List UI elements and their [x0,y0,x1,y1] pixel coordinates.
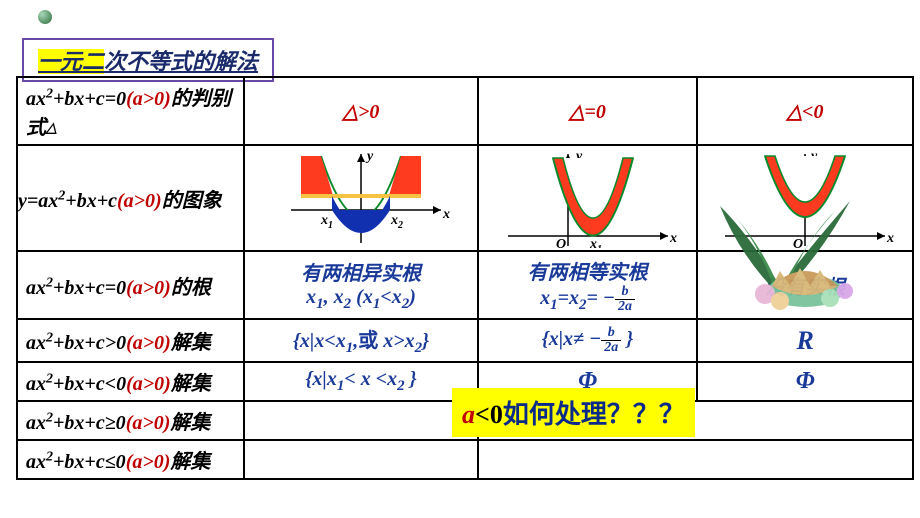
svg-text:O: O [793,237,803,248]
graph-one-root: x y O x1 [478,145,698,251]
cell-gt-3: R [697,319,913,362]
graph-two-roots: x y O x1 x2 [244,145,477,251]
cell-root-two: 有两相异实根 x1, x2 (x1<x2) [244,251,477,319]
svg-text:x: x [442,207,450,222]
graph-no-root: x y O [697,145,913,251]
svg-text:x1: x1 [589,237,602,248]
row-le-label: ax2+bx+c≤0(a>0)解集 [17,440,244,479]
cell-ge-1 [244,401,477,440]
svg-text:x: x [886,231,894,246]
cell-root-one: 有两相等实根 x1=x2= −b2a [478,251,698,319]
svg-text:x2: x2 [390,213,403,231]
row-ge-label: ax2+bx+c≥0(a>0)解集 [17,401,244,440]
row-lt-label: ax2+bx+c<0(a>0)解集 [17,362,244,401]
header-delta-gt: △>0 [244,77,477,145]
cell-root-none: 没有实根 [697,251,913,319]
cell-le-2 [478,440,698,479]
cell-le-1 [244,440,477,479]
cell-gt-1: {x|x<x1,或 x>x2} [244,319,477,362]
cell-gt-2: {x|x≠ −b2a } [478,319,698,362]
cell-lt-3: Φ [697,362,913,401]
svg-text:x1: x1 [320,213,333,231]
svg-text:y: y [365,149,374,164]
title-highlight: 一元二 [38,49,104,74]
title-rest: 次不等式的解法 [104,49,258,74]
svg-text:x: x [669,231,677,246]
cell-le-3 [697,440,913,479]
cell-lt-1: {x|x1< x <x2 } [244,362,477,401]
cell-ge-3 [697,401,913,440]
header-delta-eq: △=0 [478,77,698,145]
header-delta-lt: △<0 [697,77,913,145]
bullet-decor [38,10,52,24]
header-discriminant: ax2+bx+c=0(a>0)的判别式△ [17,77,244,145]
row-root-label: ax2+bx+c=0(a>0)的根 [17,251,244,319]
callout-question: a<0如何处理？？？ [452,388,695,437]
row-graph-label: y=ax2+bx+c(a>0)的图象 [17,145,244,251]
row-gt-label: ax2+bx+c>0(a>0)解集 [17,319,244,362]
svg-text:O: O [556,237,566,248]
